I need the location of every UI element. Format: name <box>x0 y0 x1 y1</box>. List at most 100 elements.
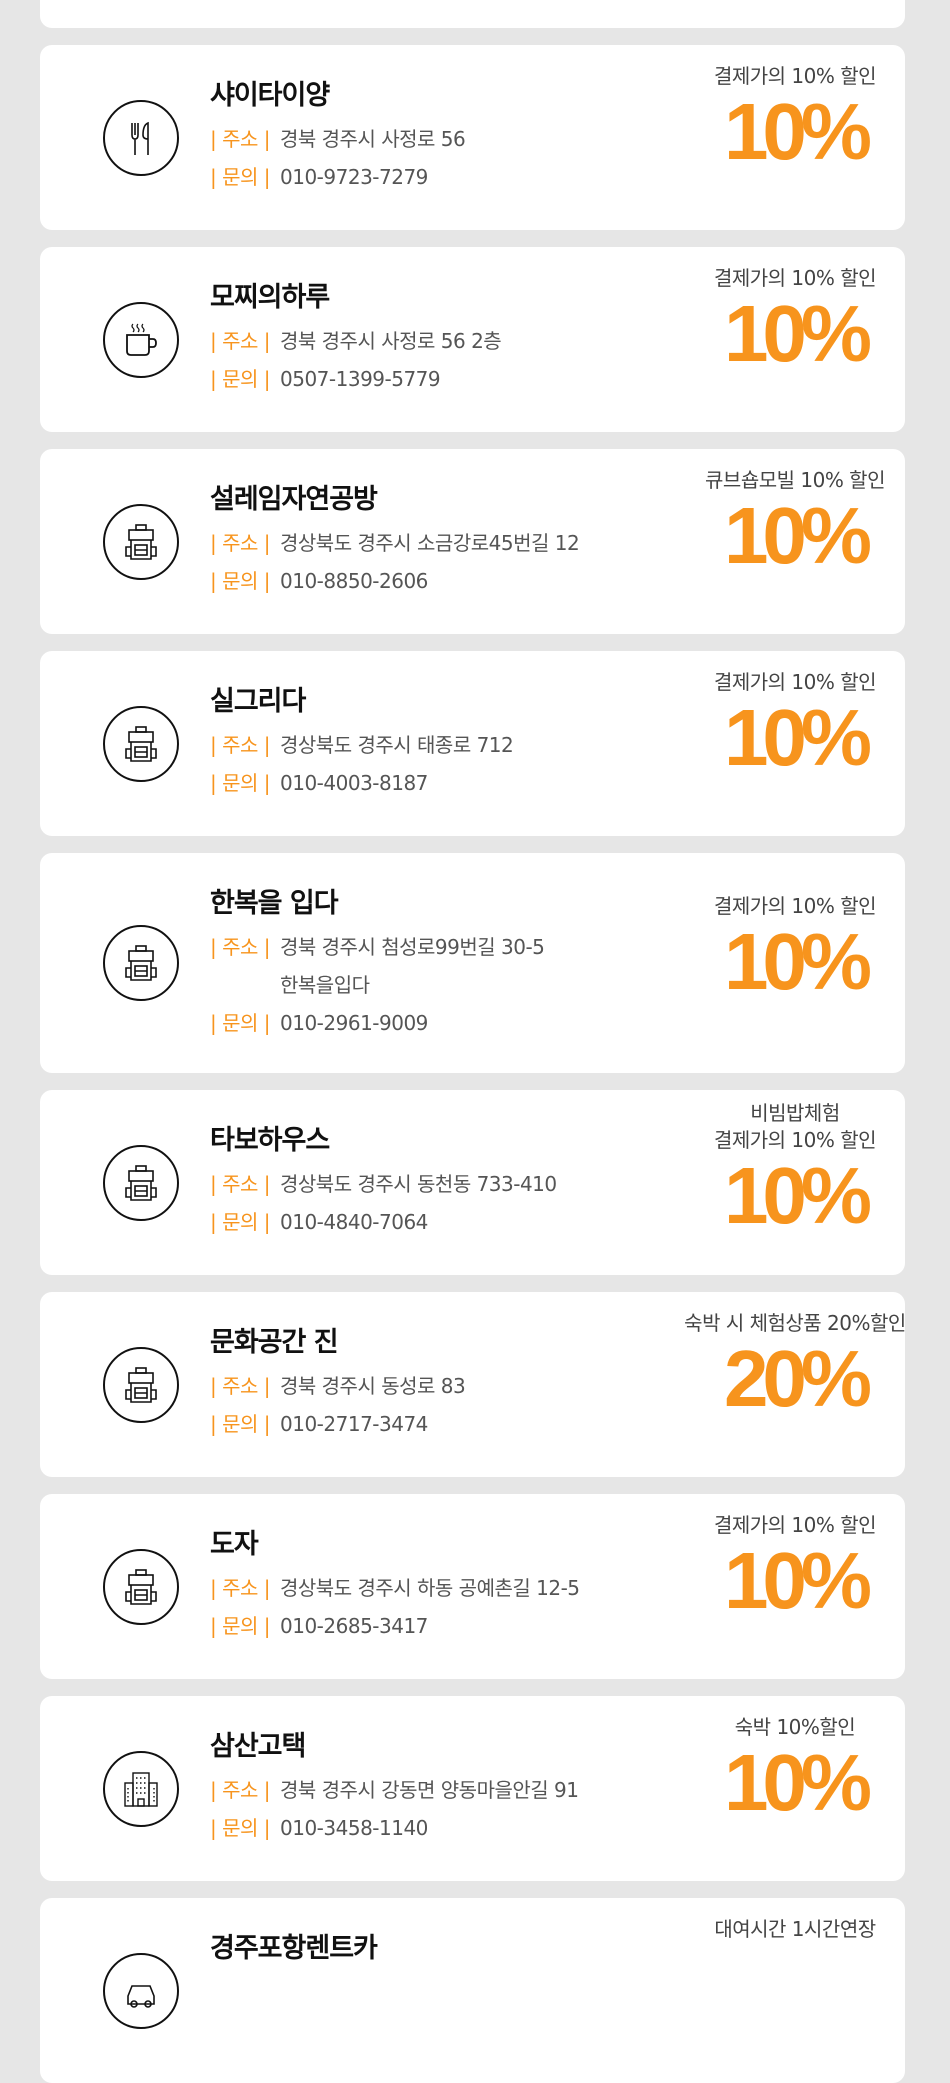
discount-block: 숙박 시 체험상품 20%할인 20% <box>640 1310 950 1421</box>
store-card[interactable]: 모찌의하루 | 주소 | 경북 경주시 사정로 56 2층 | 문의 | 0507-… <box>40 247 905 432</box>
store-card[interactable]: 샤이타이양 | 주소 | 경북 경주시 사정로 56 | 문의 | 010-9723… <box>40 45 905 230</box>
address-row: | 주소 | 경상북도 경주시 소금강로45번길 12 <box>210 524 580 562</box>
fork-knife-icon <box>103 99 179 176</box>
phone-value[interactable]: 010-8850-2606 <box>280 569 428 593</box>
phone-value[interactable]: 010-2717-3474 <box>280 1412 428 1436</box>
phone-value[interactable]: 0507-1399-5779 <box>280 367 441 391</box>
store-card[interactable]: 경주포항렌트카 대여시간 1시간연장 <box>40 1898 905 2083</box>
phone-value[interactable]: 010-4003-8187 <box>280 771 428 795</box>
contact-row: | 문의 | 010-3458-1140 <box>210 1809 578 1847</box>
address-row: | 주소 | 경북 경주시 첨성로99번길 30-5 한복을입다 <box>210 928 545 1004</box>
store-card[interactable]: 타보하우스 | 주소 | 경상북도 경주시 동천동 733-410 | 문의 | 0… <box>40 1090 905 1275</box>
contact-row: | 문의 | 010-9723-7279 <box>210 158 465 196</box>
coffee-cup-icon <box>103 301 179 378</box>
contact-label: | 문의 | <box>210 367 271 391</box>
store-card[interactable]: 삼산고택 | 주소 | 경북 경주시 강동면 양동마을안길 91 | 문의 | 01… <box>40 1696 905 1881</box>
address-value: 경상북도 경주시 소금강로45번길 12 <box>280 531 580 555</box>
phone-value[interactable]: 010-3458-1140 <box>280 1816 428 1840</box>
backpack-icon <box>103 503 179 580</box>
discount-caption: 결제가의 10% 할인 <box>713 266 877 290</box>
building-icon <box>103 1750 179 1827</box>
discount-caption: 결제가의 10% 할인 <box>713 64 877 88</box>
store-info: 한복을 입다 | 주소 | 경북 경주시 첨성로99번길 30-5 한복을입다 |… <box>210 881 545 1042</box>
contact-row: | 문의 | 010-2717-3474 <box>210 1405 465 1443</box>
store-name: 설레임자연공방 <box>210 484 378 515</box>
store-card[interactable]: 설레임자연공방 | 주소 | 경상북도 경주시 소금강로45번길 12 | 문의 … <box>40 449 905 634</box>
discount-block: 숙박 10%할인 10% <box>640 1714 950 1825</box>
store-name: 한복을 입다 <box>210 888 339 919</box>
store-name: 도자 <box>210 1529 259 1560</box>
address-label: | 주소 | <box>210 1778 271 1802</box>
store-card[interactable]: 도자 | 주소 | 경상북도 경주시 하동 공예촌길 12-5 | 문의 | 010… <box>40 1494 905 1679</box>
phone-value[interactable]: 010-2685-3417 <box>280 1614 428 1638</box>
discount-block: 대여시간 1시간연장 <box>640 1916 950 1943</box>
discount-value: 10% <box>723 1536 872 1625</box>
discount-value: 10% <box>723 1738 872 1827</box>
backpack-icon <box>103 705 179 782</box>
store-info: 샤이타이양 | 주소 | 경북 경주시 사정로 56 | 문의 | 010-9723… <box>210 73 466 196</box>
phone-value[interactable]: 010-2961-9009 <box>280 1011 428 1035</box>
backpack-icon <box>103 1144 179 1221</box>
discount-block: 비빔밥체험 결제가의 10% 할인 10% <box>640 1100 950 1238</box>
discount-value: 10% <box>723 491 872 580</box>
address-row: | 주소 | 경상북도 경주시 하동 공예촌길 12-5 <box>210 1569 580 1607</box>
address-row: | 주소 | 경상북도 경주시 태종로 712 <box>210 726 514 764</box>
address-value: 경상북도 경주시 동천동 733-410 <box>280 1172 557 1196</box>
phone-value[interactable]: 010-9723-7279 <box>280 165 428 189</box>
discount-caption: 결제가의 10% 할인 <box>713 670 877 694</box>
address-row: | 주소 | 경북 경주시 강동면 양동마을안길 91 <box>210 1771 579 1809</box>
contact-label: | 문의 | <box>210 1614 271 1638</box>
address-label: | 주소 | <box>210 1172 271 1196</box>
backpack-icon <box>103 1548 179 1625</box>
store-name: 타보하우스 <box>210 1125 330 1156</box>
store-name: 경주포항렌트카 <box>210 1933 378 1964</box>
backpack-icon <box>103 1346 179 1423</box>
contact-label: | 문의 | <box>210 1412 271 1436</box>
address-label: | 주소 | <box>210 127 271 151</box>
phone-value[interactable]: 010-4840-7064 <box>280 1210 428 1234</box>
contact-row: | 문의 | 010-2685-3417 <box>210 1607 580 1645</box>
store-card-partial <box>40 0 905 28</box>
discount-block: 결제가의 10% 할인 10% <box>640 265 950 376</box>
discount-block: 결제가의 10% 할인 10% <box>640 1512 950 1623</box>
address-label: | 주소 | <box>210 531 271 555</box>
address-label: | 주소 | <box>210 935 271 959</box>
address-value: 경상북도 경주시 태종로 712 <box>280 733 514 757</box>
discount-value: 10% <box>723 1151 872 1240</box>
address-row: | 주소 | 경상북도 경주시 동천동 733-410 <box>210 1165 557 1203</box>
discount-caption: 결제가의 10% 할인 <box>713 1513 877 1537</box>
discount-caption: 큐브숍모빌 10% 할인 <box>705 468 885 492</box>
discount-value: 10% <box>723 693 872 782</box>
contact-label: | 문의 | <box>210 165 271 189</box>
discount-value: 10% <box>723 87 872 176</box>
contact-row: | 문의 | 010-8850-2606 <box>210 562 579 600</box>
contact-label: | 문의 | <box>210 1011 271 1035</box>
store-name: 삼산고택 <box>210 1731 306 1762</box>
discount-caption: 비빔밥체험 결제가의 10% 할인 <box>713 1101 877 1152</box>
address-label: | 주소 | <box>210 733 271 757</box>
address-label: | 주소 | <box>210 1576 271 1600</box>
store-info: 도자 | 주소 | 경상북도 경주시 하동 공예촌길 12-5 | 문의 | 010… <box>210 1522 580 1645</box>
contact-row: | 문의 | 010-4840-7064 <box>210 1203 557 1241</box>
address-value: 경북 경주시 강동면 양동마을안길 91 <box>280 1778 579 1802</box>
store-name: 문화공간 진 <box>210 1327 339 1358</box>
store-card[interactable]: 한복을 입다 | 주소 | 경북 경주시 첨성로99번길 30-5 한복을입다 |… <box>40 853 905 1073</box>
contact-row: | 문의 | 010-4003-8187 <box>210 764 513 802</box>
contact-label: | 문의 | <box>210 1816 271 1840</box>
contact-label: | 문의 | <box>210 569 271 593</box>
discount-block: 결제가의 10% 할인 10% <box>640 893 950 1004</box>
contact-row: | 문의 | 0507-1399-5779 <box>210 360 501 398</box>
store-card[interactable]: 실그리다 | 주소 | 경상북도 경주시 태종로 712 | 문의 | 010-40… <box>40 651 905 836</box>
address-label: | 주소 | <box>210 1374 271 1398</box>
backpack-icon <box>103 925 179 1001</box>
contact-row: | 문의 | 010-2961-9009 <box>210 1004 544 1042</box>
store-info: 실그리다 | 주소 | 경상북도 경주시 태종로 712 | 문의 | 010-40… <box>210 679 514 802</box>
address-label: | 주소 | <box>210 329 271 353</box>
store-name: 실그리다 <box>210 686 306 717</box>
discount-caption: 숙박 10%할인 <box>734 1715 856 1739</box>
discount-caption: 결제가의 10% 할인 <box>713 894 877 918</box>
discount-block: 결제가의 10% 할인 10% <box>640 63 950 174</box>
discount-block: 큐브숍모빌 10% 할인 10% <box>640 467 950 578</box>
store-card[interactable]: 문화공간 진 | 주소 | 경북 경주시 동성로 83 | 문의 | 010-271… <box>40 1292 906 1477</box>
address-value: 경북 경주시 첨성로99번길 30-5 한복을입다 <box>280 935 545 997</box>
